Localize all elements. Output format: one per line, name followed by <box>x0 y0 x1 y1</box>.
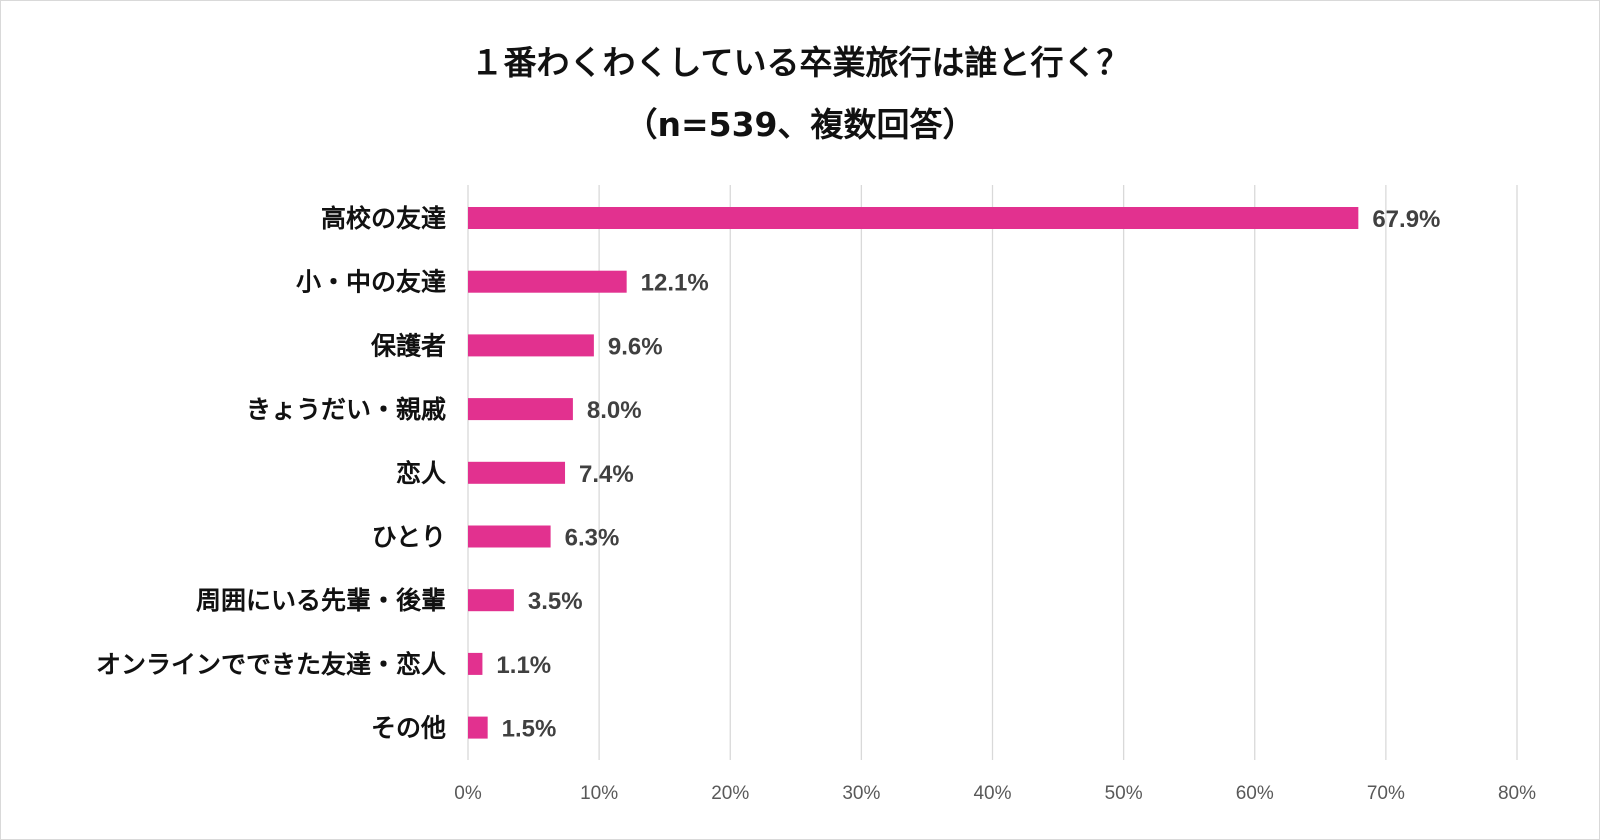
data-label: 67.9% <box>1372 206 1440 233</box>
category-label: 高校の友達 <box>321 204 446 233</box>
category-label: オンラインでできた友達・恋人 <box>96 650 446 679</box>
data-label: 1.5% <box>502 716 557 743</box>
chart-subtitle: （n=539、複数回答） <box>624 105 976 144</box>
x-tick-label: 0% <box>454 783 482 804</box>
category-label: 周囲にいる先輩・後輩 <box>196 586 446 615</box>
bar <box>468 652 483 675</box>
bar <box>468 207 1359 229</box>
data-label: 7.4% <box>579 461 634 488</box>
bar <box>468 461 566 484</box>
category-label: ひとり <box>372 523 446 552</box>
x-tick-label: 50% <box>1105 783 1143 804</box>
bar <box>468 716 488 739</box>
data-label: 3.5% <box>528 588 583 615</box>
data-label: 12.1% <box>641 270 709 297</box>
category-label: きょうだい・親戚 <box>246 395 446 424</box>
bar <box>468 525 551 548</box>
data-label: 6.3% <box>565 525 620 552</box>
category-label: 保護者 <box>370 331 446 360</box>
bar <box>468 334 594 357</box>
x-tick-label: 80% <box>1498 783 1536 804</box>
category-label: その他 <box>371 714 446 743</box>
chart-title: １番わくわくしている卒業旅行は誰と行く？ <box>470 43 1130 82</box>
x-tick-label: 40% <box>973 783 1011 804</box>
x-tick-label: 20% <box>711 783 749 804</box>
data-label: 8.0% <box>587 397 642 424</box>
x-tick-label: 10% <box>580 783 618 804</box>
data-label: 1.1% <box>496 652 551 679</box>
category-label: 小・中の友達 <box>296 268 446 297</box>
category-label: 恋人 <box>396 459 446 488</box>
x-tick-label: 30% <box>842 783 880 804</box>
x-tick-label: 70% <box>1367 783 1405 804</box>
x-tick-label: 60% <box>1236 783 1274 804</box>
bar <box>468 589 514 612</box>
bar <box>468 270 627 293</box>
bar <box>468 398 573 421</box>
data-label: 9.6% <box>608 333 663 360</box>
